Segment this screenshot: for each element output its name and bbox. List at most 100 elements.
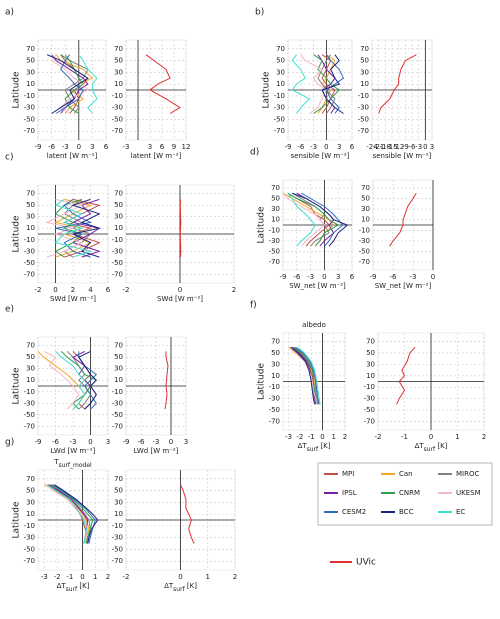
x-tick-label: -3 (123, 143, 130, 151)
profile-line (321, 54, 344, 114)
y-tick-label: 30 (26, 498, 35, 506)
x-axis-label: SW_net [W m⁻²] (289, 282, 346, 290)
profile-line (55, 54, 84, 114)
x-tick-label: 6 (106, 286, 111, 294)
x-tick-label: 6 (104, 143, 109, 151)
profile-line (321, 54, 336, 114)
profile-line (66, 351, 92, 410)
panel-label: e) (5, 305, 14, 315)
profile-line (378, 54, 417, 114)
profile-line (78, 350, 98, 410)
y-tick-label: 10 (26, 510, 35, 518)
profile-line (325, 54, 345, 114)
y-tick-label: 50 (26, 57, 35, 65)
y-tick-label: 50 (114, 201, 123, 209)
y-tick-label: -50 (112, 115, 123, 123)
y-tick-label: -30 (112, 104, 123, 112)
y-tick-label: -70 (24, 422, 35, 430)
profile-line (282, 192, 326, 247)
x-tick-label: 0 (178, 286, 182, 294)
y-tick-label: -10 (112, 388, 123, 396)
y-tick-label: 10 (271, 372, 280, 380)
x-tick-label: 0 (431, 273, 435, 281)
x-tick-label: 0 (423, 143, 427, 151)
y-tick-label: -10 (24, 92, 35, 100)
panel-label: a) (5, 8, 14, 18)
legend-label: BCC (399, 508, 414, 516)
y-tick-label: 50 (114, 353, 123, 361)
y-tick-label: -10 (269, 383, 280, 391)
y-tick-label: -10 (359, 226, 370, 234)
y-axis-label: Latitude (12, 367, 22, 405)
y-tick-label: 30 (366, 360, 375, 368)
y-tick-label: 30 (360, 68, 369, 76)
y-tick-label: 10 (276, 80, 285, 88)
y-tick-label: -50 (358, 115, 369, 123)
x-axis-label: ΔTsurf [K] (298, 442, 331, 453)
x-tick-label: -6 (52, 438, 60, 446)
y-tick-label: -70 (24, 270, 35, 278)
profile-line (46, 54, 89, 114)
profile-line (71, 198, 102, 258)
text-part: T (53, 458, 59, 466)
x-tick-label: 2 (106, 573, 110, 581)
profile-line (295, 346, 320, 405)
x-tick-label: 0 (320, 433, 324, 441)
x-tick-label: 0 (322, 273, 326, 281)
y-axis-label: Latitude (12, 215, 22, 253)
profile-line (45, 484, 89, 544)
legend-label: UVic (356, 558, 376, 568)
y-tick-label: -30 (24, 534, 35, 542)
profile-line (43, 350, 80, 410)
y-tick-label: -50 (269, 406, 280, 414)
y-tick-label: 70 (271, 184, 280, 192)
y-tick-label: 50 (366, 349, 375, 357)
y-tick-label: -30 (364, 395, 375, 403)
y-tick-label: 70 (276, 45, 285, 53)
x-tick-label: 0 (178, 573, 182, 581)
x-tick-label: -21 (373, 143, 384, 151)
text-part: ΔT (415, 442, 425, 450)
y-tick-label: -70 (364, 417, 375, 425)
y-tick-label: 50 (361, 195, 370, 203)
x-tick-label: -9 (280, 273, 287, 281)
x-tick-label: 3 (337, 143, 341, 151)
profile-line (301, 192, 344, 247)
profile-line (78, 54, 98, 114)
y-tick-label: 70 (114, 190, 123, 198)
x-tick-label: -24 (366, 143, 378, 151)
y-tick-label: 10 (361, 216, 370, 224)
profile-line (62, 198, 101, 258)
x-tick-label: 2 (233, 573, 237, 581)
y-tick-label: -70 (24, 557, 35, 565)
y-tick-label: 30 (361, 205, 370, 213)
y-tick-label: -50 (24, 115, 35, 123)
x-axis-label: SW_net [W m⁻²] (375, 282, 432, 290)
x-axis-label: SWd [W m⁻²] (50, 295, 96, 303)
y-tick-label: -50 (269, 247, 280, 255)
legend-label: CNRM (399, 489, 420, 497)
y-tick-label: 30 (276, 68, 285, 76)
x-tick-label: -1 (308, 433, 315, 441)
profile-line (53, 484, 96, 544)
legend-label: EC (456, 508, 465, 516)
x-tick-label: -3 (153, 438, 160, 446)
x-tick-label: 3 (336, 273, 340, 281)
y-tick-label: 70 (360, 45, 369, 53)
y-tick-label: 50 (114, 57, 123, 65)
x-tick-label: 0 (429, 433, 433, 441)
y-tick-label: -50 (24, 545, 35, 553)
x-tick-label: 3 (106, 438, 110, 446)
y-tick-label: -50 (24, 411, 35, 419)
x-tick-label: -6 (409, 143, 417, 151)
y-tick-label: -50 (112, 545, 123, 553)
profile-line (50, 484, 94, 544)
y-tick-label: 10 (26, 376, 35, 384)
x-tick-label: 0 (169, 438, 173, 446)
text-part: surf (424, 446, 436, 453)
y-tick-label: -50 (112, 259, 123, 267)
x-tick-label: 6 (350, 143, 355, 151)
text-part: surf_model (59, 462, 93, 469)
x-tick-label: -2 (35, 286, 42, 294)
y-tick-label: -30 (24, 399, 35, 407)
